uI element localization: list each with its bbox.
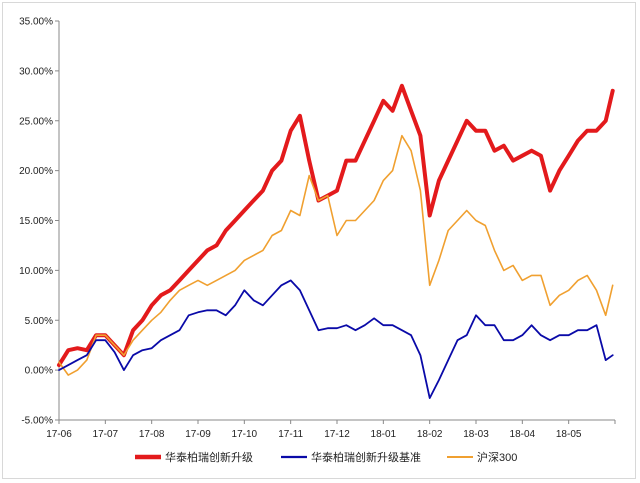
legend: 华泰柏瑞创新升级 华泰柏瑞创新升级基准 沪深300 bbox=[135, 450, 517, 464]
x-tick-label: 17-06 bbox=[46, 429, 72, 440]
series-line-0 bbox=[57, 83, 615, 368]
series-layer bbox=[57, 83, 615, 399]
y-tick-label: 0.00% bbox=[25, 366, 53, 377]
x-tick-label: 17-09 bbox=[185, 429, 211, 440]
y-tick-label: 5.00% bbox=[25, 316, 53, 327]
series-line-2 bbox=[58, 134, 614, 376]
y-tick-label: 30.00% bbox=[19, 66, 53, 77]
line-chart: -5.00% 0.00% 5.00% 10.00% 15.00% 20.00% 25.00%… bbox=[19, 17, 616, 464]
legend-label: 华泰柏瑞创新升级基准 bbox=[311, 450, 421, 464]
x-tick-label: 18-04 bbox=[510, 429, 536, 440]
x-axis: 17-06 17-07 17-08 17-09 17-10 17-11 17-12 18-01… bbox=[46, 419, 616, 440]
y-tick-label: 10.00% bbox=[19, 266, 53, 277]
x-tick-label: 17-12 bbox=[324, 429, 350, 440]
x-tick-label: 17-08 bbox=[139, 429, 165, 440]
y-tick-label: -5.00% bbox=[21, 416, 53, 427]
x-tick-label: 18-01 bbox=[371, 429, 397, 440]
y-tick-label: 35.00% bbox=[19, 17, 53, 28]
x-tick-label: 18-03 bbox=[463, 429, 489, 440]
chart-frame: -5.00% 0.00% 5.00% 10.00% 15.00% 20.00% 25.00%… bbox=[2, 2, 636, 479]
y-tick-label: 25.00% bbox=[19, 116, 53, 127]
x-tick-label: 17-11 bbox=[278, 429, 303, 440]
y-axis: -5.00% 0.00% 5.00% 10.00% 15.00% 20.00% 25.00%… bbox=[19, 17, 60, 427]
x-tick-label: 18-02 bbox=[417, 429, 443, 440]
x-tick-label: 17-10 bbox=[232, 429, 258, 440]
legend-label: 华泰柏瑞创新升级 bbox=[165, 450, 253, 464]
y-tick-label: 20.00% bbox=[19, 166, 53, 177]
x-tick-label: 17-07 bbox=[93, 429, 119, 440]
legend-label: 沪深300 bbox=[477, 450, 517, 464]
series-line-1 bbox=[58, 279, 614, 399]
x-tick-label: 18-05 bbox=[556, 429, 582, 440]
y-tick-label: 15.00% bbox=[19, 216, 53, 227]
